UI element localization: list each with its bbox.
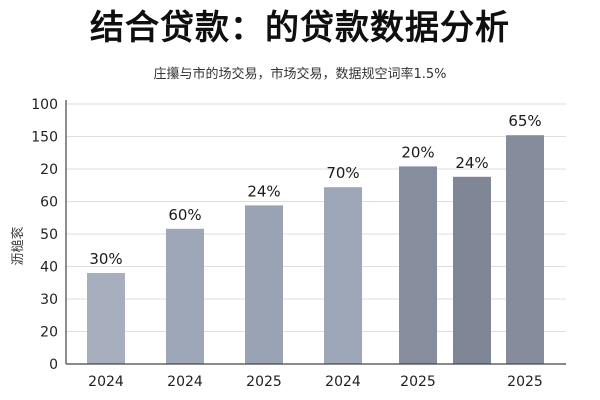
bar bbox=[399, 166, 437, 364]
y-tick-label: 100 bbox=[31, 97, 58, 113]
y-tick-label: 0 bbox=[49, 357, 58, 373]
y-tick-label: 20 bbox=[40, 162, 58, 178]
bar-value-label: 24% bbox=[247, 182, 280, 200]
bars bbox=[87, 135, 544, 364]
axes bbox=[65, 100, 566, 365]
bar bbox=[453, 176, 491, 364]
bar-value-label: 60% bbox=[168, 206, 201, 224]
x-tick-label: 2025 bbox=[246, 374, 282, 390]
y-tick-label: 20 bbox=[40, 325, 58, 341]
y-tick-label: 30 bbox=[40, 292, 58, 308]
bar bbox=[324, 187, 362, 364]
bar-value-label: 65% bbox=[508, 112, 541, 130]
bar bbox=[506, 135, 544, 364]
x-tick-label: 2025 bbox=[507, 374, 543, 390]
bar-value-label: 20% bbox=[401, 143, 434, 161]
y-tick-label: 60 bbox=[40, 195, 58, 211]
y-tick-label: 50 bbox=[40, 227, 58, 243]
labels: 100 150 20 60 50 40 30 20 0 30% 2024 60% 2024 24% 2025… bbox=[10, 97, 543, 390]
bar bbox=[166, 228, 204, 364]
bar-value-label: 70% bbox=[326, 164, 359, 182]
bar-value-label: 24% bbox=[455, 154, 488, 172]
bar bbox=[87, 273, 125, 364]
chart-title: 结合贷款：的贷款数据分析 bbox=[90, 8, 510, 48]
bar-value-label: 30% bbox=[89, 250, 122, 268]
x-tick-label: 2024 bbox=[88, 374, 124, 390]
y-axis-title: 沥槌衮 bbox=[10, 226, 26, 265]
y-tick-label: 40 bbox=[40, 260, 58, 276]
bar bbox=[245, 205, 283, 364]
chart-subtitle: 庄攥与市的场交易，市场交易，数据规空词率1.5% bbox=[153, 67, 447, 82]
y-tick-label: 150 bbox=[31, 130, 58, 146]
x-tick-label: 2024 bbox=[167, 374, 203, 390]
x-tick-label: 2024 bbox=[325, 374, 361, 390]
x-tick-label: 2025 bbox=[400, 374, 436, 390]
